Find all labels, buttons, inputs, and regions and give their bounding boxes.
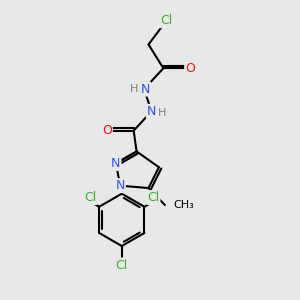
Text: O: O: [185, 62, 195, 75]
Text: H: H: [130, 84, 138, 94]
Text: N: N: [141, 82, 150, 96]
Text: Cl: Cl: [84, 191, 96, 204]
Text: Cl: Cl: [160, 14, 172, 27]
Text: CH₃: CH₃: [173, 200, 194, 210]
Text: N: N: [116, 179, 125, 192]
Text: N: N: [111, 157, 121, 170]
Text: N: N: [147, 105, 156, 118]
Text: O: O: [102, 124, 112, 137]
Text: Cl: Cl: [116, 259, 128, 272]
Text: H: H: [158, 108, 166, 118]
Text: Cl: Cl: [147, 191, 160, 204]
